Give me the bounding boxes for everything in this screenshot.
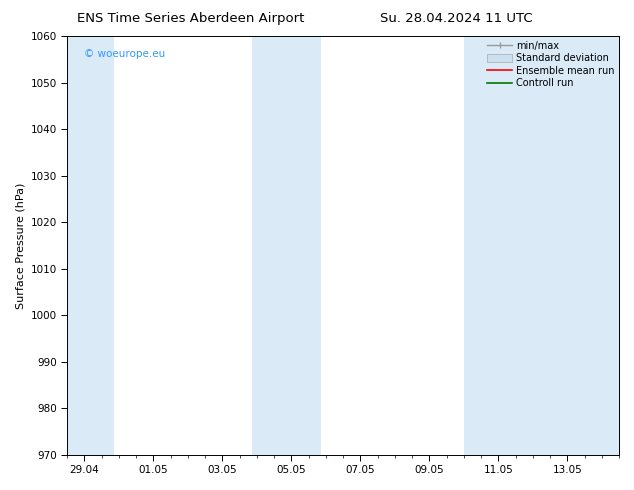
Y-axis label: Surface Pressure (hPa): Surface Pressure (hPa)	[15, 182, 25, 309]
Legend: min/max, Standard deviation, Ensemble mean run, Controll run: min/max, Standard deviation, Ensemble me…	[486, 39, 616, 90]
Text: © woeurope.eu: © woeurope.eu	[84, 49, 165, 59]
Text: ENS Time Series Aberdeen Airport: ENS Time Series Aberdeen Airport	[77, 12, 304, 25]
Bar	[464, 36, 619, 455]
Text: Su. 28.04.2024 11 UTC: Su. 28.04.2024 11 UTC	[380, 12, 533, 25]
Bar	[67, 36, 113, 455]
Bar	[252, 36, 321, 455]
